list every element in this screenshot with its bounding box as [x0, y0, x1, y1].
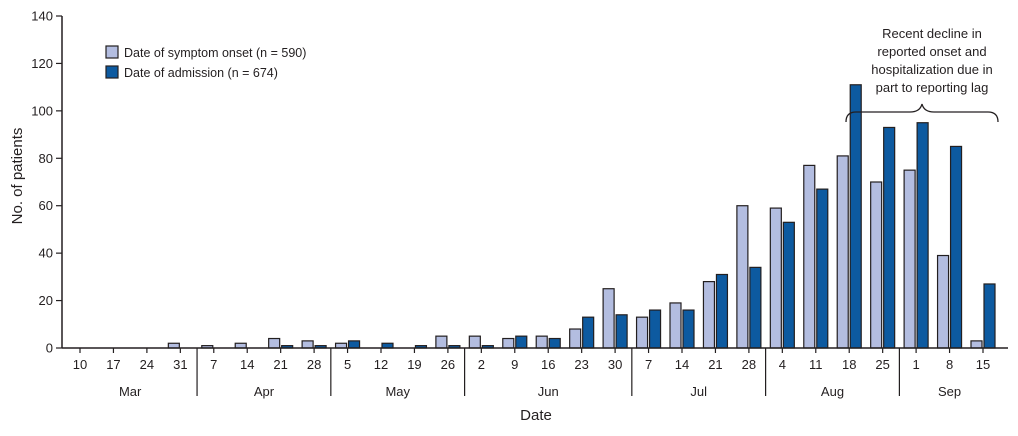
- bar-symptom-onset: [736, 205, 749, 349]
- x-tick-label: 17: [106, 357, 120, 372]
- annotation-line-3: hospitalization due in: [871, 62, 992, 77]
- bar-symptom-onset: [803, 164, 816, 349]
- bar-symptom-onset: [468, 335, 481, 349]
- x-tick-label: 12: [374, 357, 388, 372]
- bar-admission: [548, 337, 561, 349]
- month-label: Sep: [938, 384, 961, 399]
- bars-layer: [167, 84, 996, 349]
- annotation-brace: [845, 103, 999, 123]
- x-tick-label: 14: [675, 357, 689, 372]
- legend: Date of symptom onset (n = 590) Date of …: [105, 45, 306, 80]
- x-tick-label: 25: [875, 357, 889, 372]
- x-tick-label: 18: [842, 357, 856, 372]
- bar-symptom-onset: [836, 155, 849, 349]
- bar-symptom-onset: [970, 340, 983, 349]
- bar-symptom-onset: [435, 335, 448, 349]
- bar-symptom-onset: [535, 335, 548, 349]
- x-tick-label: 21: [708, 357, 722, 372]
- annotation-line-2: reported onset and: [877, 44, 986, 59]
- bar-admission: [615, 314, 628, 349]
- y-tick-label: 40: [39, 246, 53, 261]
- x-tick-label: 4: [779, 357, 786, 372]
- x-tick-label: 9: [511, 357, 518, 372]
- month-labels: Mar Apr May Jun Jul Aug Sep: [119, 348, 961, 399]
- bar-symptom-onset: [870, 181, 883, 349]
- x-tick-label: 8: [946, 357, 953, 372]
- x-tick-label: 5: [344, 357, 351, 372]
- y-tick-label: 0: [46, 341, 53, 356]
- legend-swatch-onset: [105, 45, 119, 59]
- y-ticks: 0 20 40 60 80 100 120 140: [31, 9, 62, 356]
- legend-swatch-admission: [105, 65, 119, 79]
- x-tick-label: 28: [307, 357, 321, 372]
- annotation-line-4: part to reporting lag: [876, 80, 989, 95]
- x-tick-label: 21: [273, 357, 287, 372]
- annotation-line-1: Recent decline in: [882, 26, 982, 41]
- x-tick-label: 1: [912, 357, 919, 372]
- bar-symptom-onset: [903, 169, 916, 349]
- bar-admission: [749, 266, 762, 349]
- bar-symptom-onset: [502, 337, 515, 349]
- month-label: Jun: [538, 384, 559, 399]
- annotation: Recent decline in reported onset and hos…: [845, 26, 999, 123]
- bar-admission: [849, 84, 862, 349]
- y-tick-label: 140: [31, 9, 53, 24]
- bar-admission: [816, 188, 829, 349]
- bar-admission: [916, 122, 929, 349]
- bar-admission: [682, 309, 695, 349]
- x-tick-label: 24: [140, 357, 154, 372]
- bar-admission: [515, 335, 528, 349]
- bar-admission: [983, 283, 996, 349]
- bar-admission: [949, 145, 963, 349]
- legend-label-onset: Date of symptom onset (n = 590): [124, 46, 306, 60]
- month-label: May: [385, 384, 410, 399]
- x-tick-label: 23: [574, 357, 588, 372]
- bar-admission: [582, 316, 595, 349]
- bar-symptom-onset: [669, 302, 682, 349]
- month-label: Apr: [254, 384, 275, 399]
- x-tick-label: 15: [976, 357, 990, 372]
- x-tick-label: 19: [407, 357, 421, 372]
- x-tick-label: 2: [478, 357, 485, 372]
- y-axis-title: No. of patients: [9, 128, 26, 225]
- x-tick-label: 30: [608, 357, 622, 372]
- axes-layer: [61, 16, 1008, 349]
- bar-symptom-onset: [702, 281, 716, 349]
- y-tick-label: 100: [31, 103, 53, 118]
- x-tick-label: 11: [809, 357, 823, 372]
- bar-symptom-onset: [301, 340, 314, 349]
- bar-symptom-onset: [635, 316, 649, 349]
- bar-symptom-onset: [936, 254, 950, 349]
- bar-symptom-onset: [268, 337, 281, 349]
- y-tick-label: 60: [39, 198, 53, 213]
- bar-admission: [883, 126, 896, 349]
- bar-admission: [715, 273, 729, 349]
- bar-symptom-onset: [769, 207, 782, 349]
- x-tick-label: 31: [173, 357, 187, 372]
- bar-admission: [347, 340, 361, 349]
- x-tick-label: 16: [541, 357, 555, 372]
- legend-label-admission: Date of admission (n = 674): [124, 66, 278, 80]
- bar-symptom-onset: [569, 328, 582, 349]
- month-label: Jul: [690, 384, 707, 399]
- y-tick-label: 20: [39, 293, 53, 308]
- bar-admission: [648, 309, 662, 349]
- x-tick-label: 14: [240, 357, 254, 372]
- x-tick-label: 26: [441, 357, 455, 372]
- x-axis-title: Date: [520, 407, 552, 424]
- month-label: Aug: [821, 384, 844, 399]
- x-ticks: 10 17 24 31 7 14 21 28 5 12 19 26 2 9 16 23 30 7 14 21 28 4 11…: [73, 348, 990, 372]
- x-tick-label: 28: [742, 357, 756, 372]
- bar-symptom-onset: [602, 288, 615, 349]
- y-tick-label: 80: [39, 151, 53, 166]
- y-tick-label: 120: [31, 56, 53, 71]
- bar-admission: [782, 221, 795, 349]
- month-label: Mar: [119, 384, 142, 399]
- x-tick-label: 7: [210, 357, 217, 372]
- x-tick-label: 10: [73, 357, 87, 372]
- x-tick-label: 7: [645, 357, 652, 372]
